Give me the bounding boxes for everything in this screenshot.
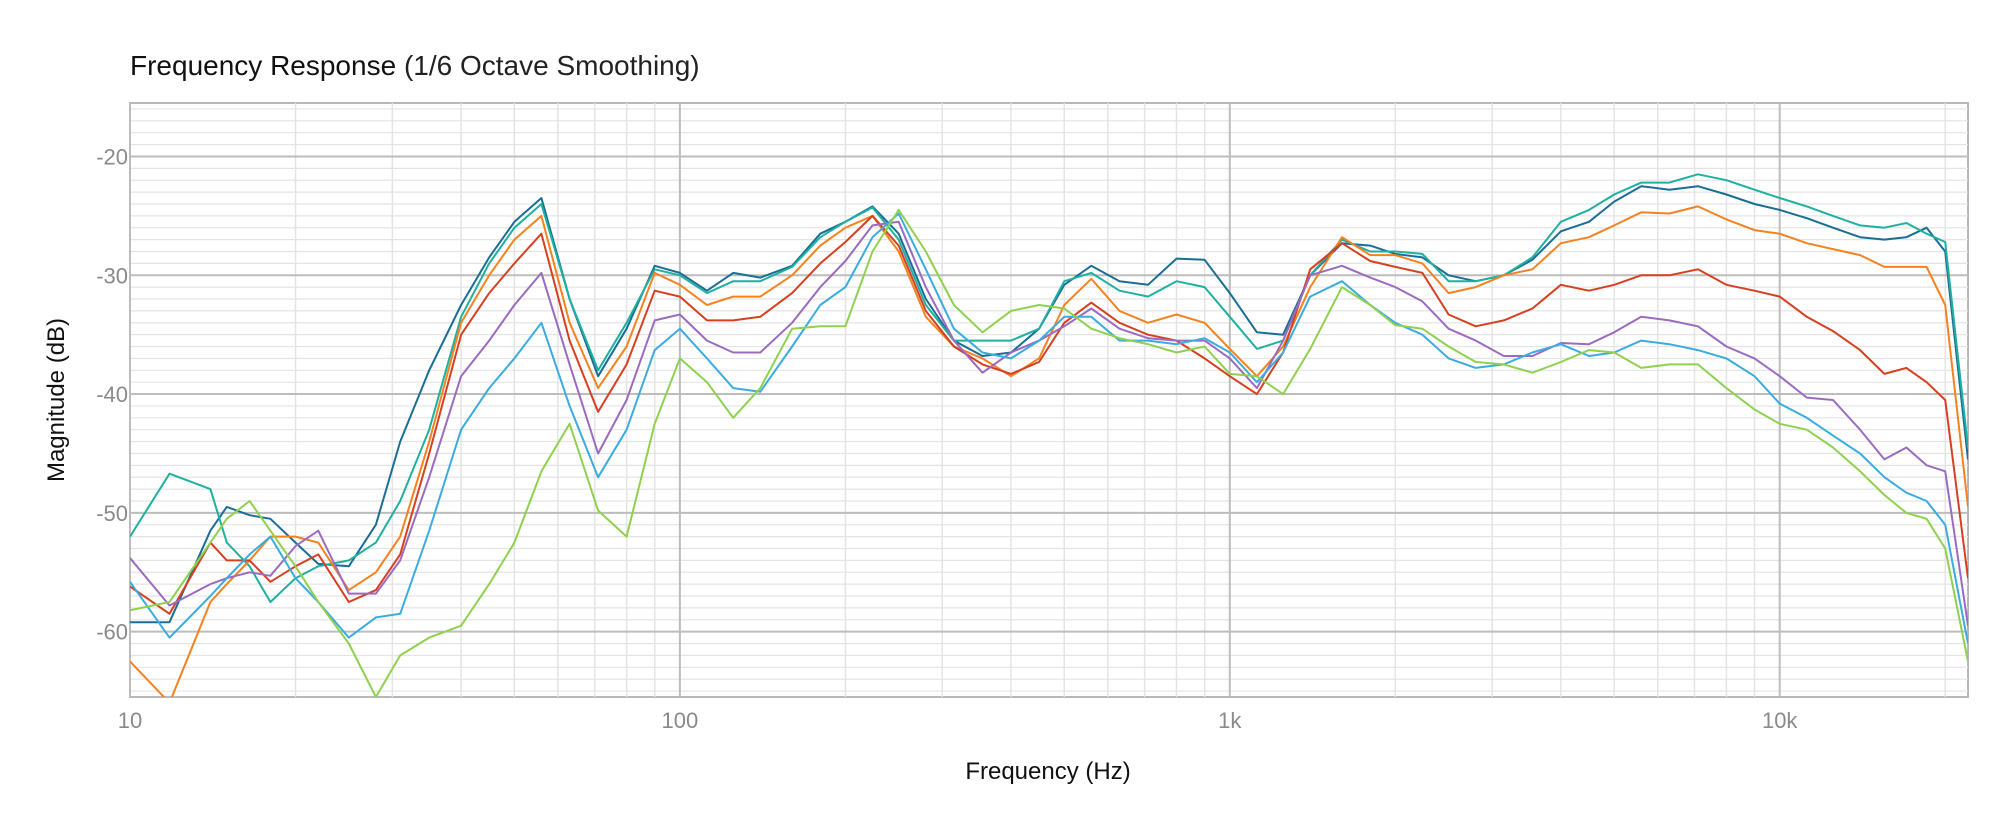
y-axis-label: Magnitude (dB) (43, 318, 70, 482)
series-line-6 (130, 212, 1968, 644)
series-line-1 (130, 185, 1968, 624)
plot-area (129, 102, 1969, 698)
series-line-3 (130, 205, 1968, 697)
series-line-4 (130, 214, 1968, 615)
series-layer (130, 173, 1968, 697)
chart-title: Frequency Response (1/6 Octave Smoothing… (130, 50, 700, 82)
x-tick-label: 1k (1218, 708, 1242, 733)
x-axis-label: Frequency (Hz) (965, 758, 1130, 785)
series-line-5 (130, 220, 1968, 626)
y-tick-label: -20 (96, 144, 128, 169)
x-tick-label: 10k (1762, 708, 1798, 733)
series-line-2 (130, 173, 1968, 603)
y-tick-label: -40 (96, 382, 128, 407)
chart-subtitle: (1/6 Octave Smoothing) (403, 50, 700, 81)
x-tick-label: 100 (662, 708, 699, 733)
y-axis-ticks: -20 -30 -40 -50 -60 (96, 144, 128, 644)
series-line-7 (130, 208, 1968, 697)
y-tick-label: -60 (96, 620, 128, 645)
x-tick-label: 10 (118, 708, 142, 733)
x-axis-ticks: 10 100 1k 10k (118, 708, 1799, 733)
y-tick-label: -50 (96, 501, 128, 526)
chart-title-main: Frequency Response (130, 50, 397, 81)
y-tick-label: -30 (96, 263, 128, 288)
